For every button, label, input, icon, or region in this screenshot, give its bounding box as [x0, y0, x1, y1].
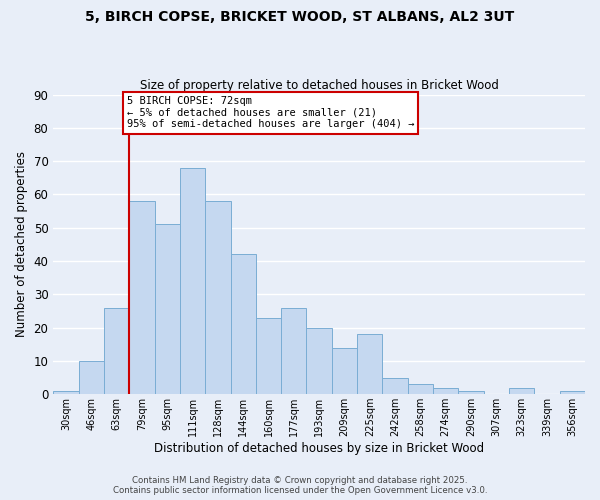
Bar — [129, 201, 155, 394]
Y-axis label: Number of detached properties: Number of detached properties — [15, 152, 28, 338]
Bar — [509, 388, 535, 394]
Bar — [104, 308, 129, 394]
Text: 5 BIRCH COPSE: 72sqm
← 5% of detached houses are smaller (21)
95% of semi-detach: 5 BIRCH COPSE: 72sqm ← 5% of detached ho… — [127, 96, 414, 130]
Bar — [180, 168, 205, 394]
Bar — [560, 391, 585, 394]
Bar — [281, 308, 307, 394]
Bar — [307, 328, 332, 394]
Bar — [79, 361, 104, 394]
Bar — [433, 388, 458, 394]
Bar — [53, 391, 79, 394]
Bar — [408, 384, 433, 394]
Bar — [256, 318, 281, 394]
Text: Contains HM Land Registry data © Crown copyright and database right 2025.
Contai: Contains HM Land Registry data © Crown c… — [113, 476, 487, 495]
Bar — [230, 254, 256, 394]
Bar — [357, 334, 382, 394]
Title: Size of property relative to detached houses in Bricket Wood: Size of property relative to detached ho… — [140, 79, 499, 92]
Bar — [382, 378, 408, 394]
Bar — [332, 348, 357, 394]
Bar — [458, 391, 484, 394]
X-axis label: Distribution of detached houses by size in Bricket Wood: Distribution of detached houses by size … — [154, 442, 484, 455]
Bar — [155, 224, 180, 394]
Text: 5, BIRCH COPSE, BRICKET WOOD, ST ALBANS, AL2 3UT: 5, BIRCH COPSE, BRICKET WOOD, ST ALBANS,… — [85, 10, 515, 24]
Bar — [205, 201, 230, 394]
